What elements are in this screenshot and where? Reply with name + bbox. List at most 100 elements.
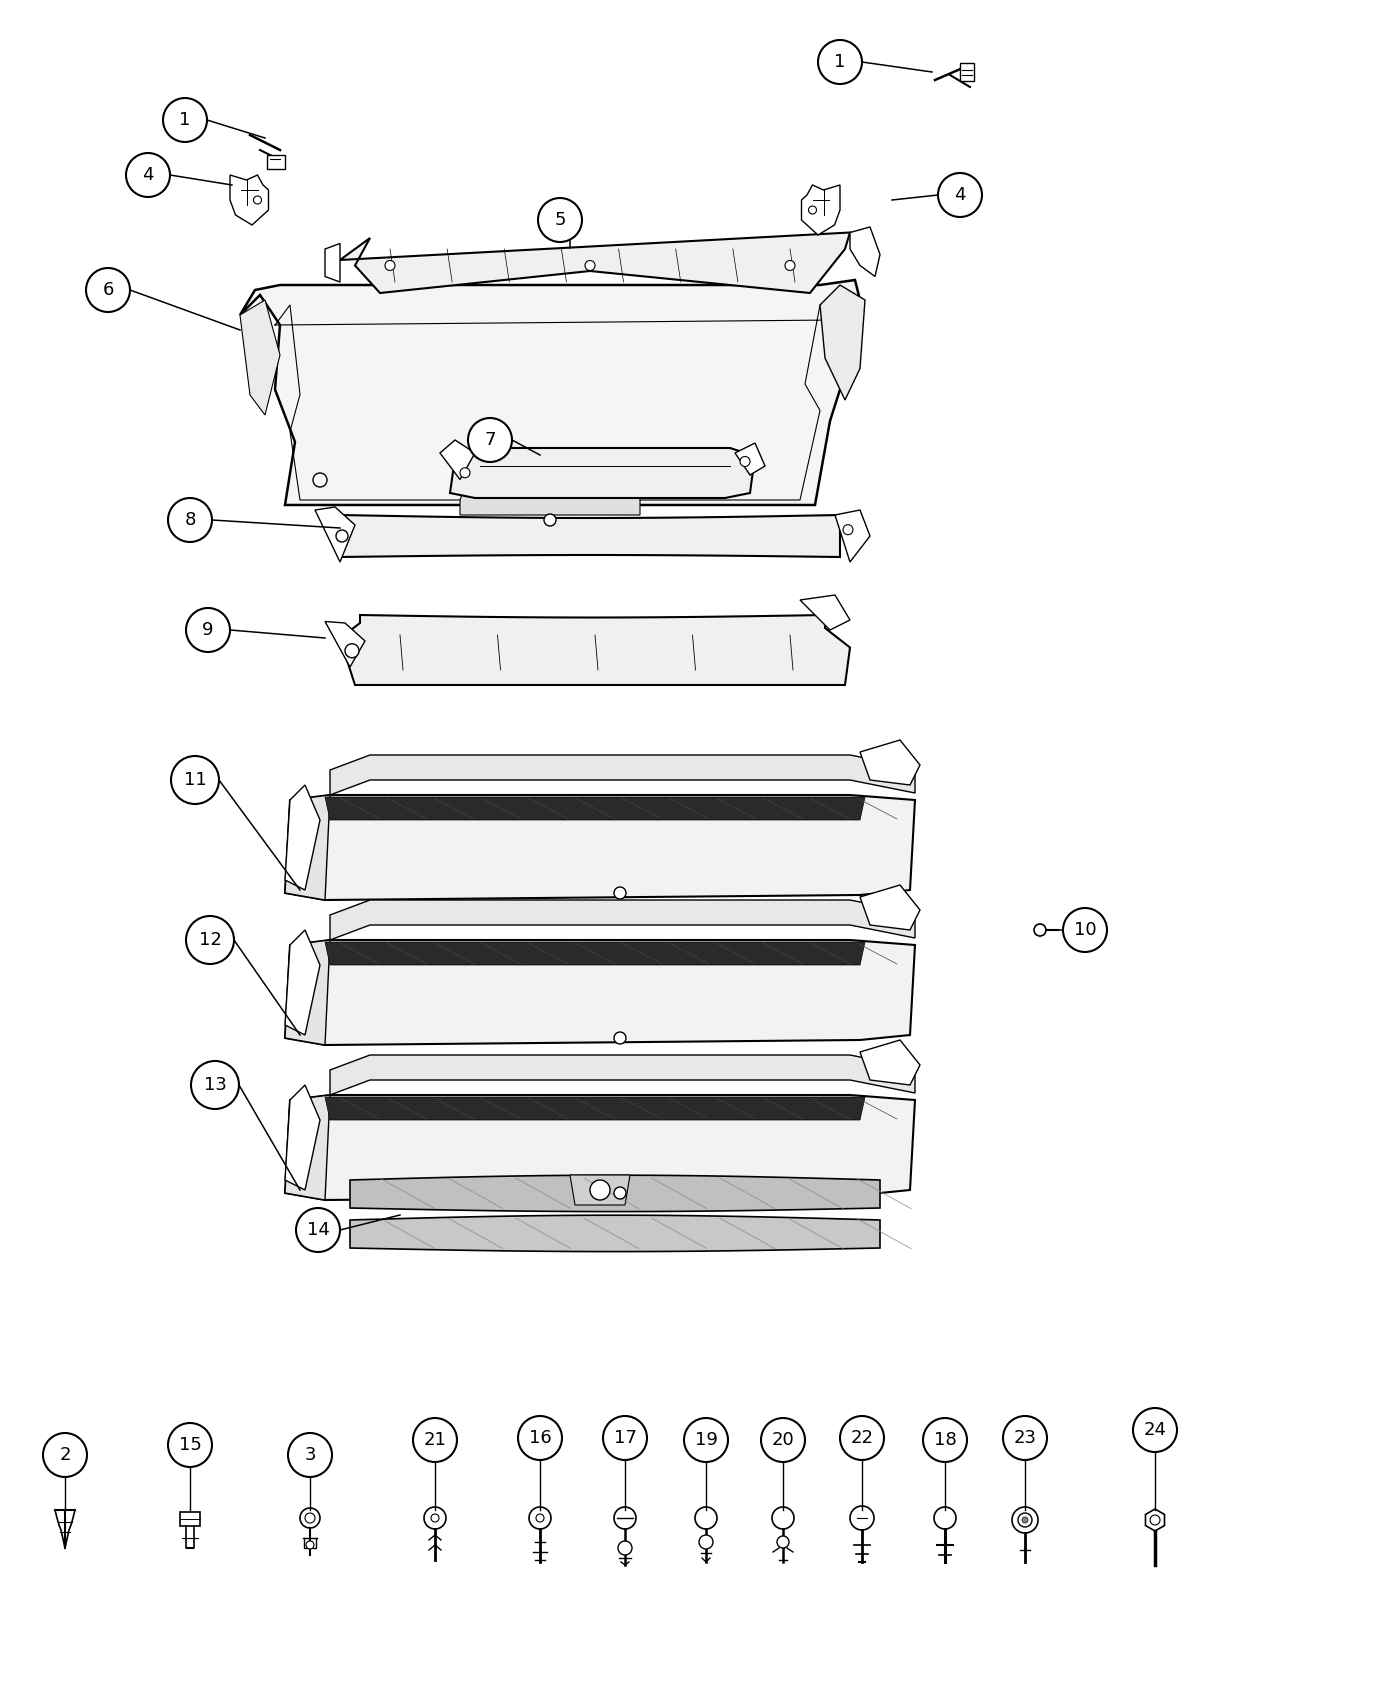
Polygon shape [330,1056,916,1095]
Polygon shape [286,796,916,899]
Polygon shape [286,1095,330,1200]
Polygon shape [325,243,340,282]
Text: 3: 3 [304,1447,316,1464]
Polygon shape [440,440,475,479]
Circle shape [617,1540,631,1556]
Text: 15: 15 [179,1436,202,1454]
Circle shape [771,1506,794,1528]
Polygon shape [286,1095,916,1200]
Text: 6: 6 [102,280,113,299]
Polygon shape [325,942,865,966]
Polygon shape [325,622,365,666]
Polygon shape [239,280,860,505]
Circle shape [694,1506,717,1528]
Text: 2: 2 [59,1447,71,1464]
Circle shape [1022,1516,1028,1523]
Circle shape [1149,1515,1161,1525]
Polygon shape [286,930,321,1035]
Polygon shape [340,233,850,292]
Circle shape [762,1418,805,1462]
Text: 1: 1 [834,53,846,71]
Circle shape [424,1506,447,1528]
Text: 14: 14 [307,1221,329,1239]
Text: 7: 7 [484,432,496,449]
Circle shape [615,1506,636,1528]
Circle shape [385,260,395,270]
Polygon shape [799,595,850,631]
Text: 13: 13 [203,1076,227,1095]
Circle shape [305,1513,315,1523]
Circle shape [336,530,349,542]
Circle shape [585,260,595,270]
Polygon shape [286,940,330,1046]
Polygon shape [230,175,269,224]
Circle shape [1063,908,1107,952]
Circle shape [168,498,211,542]
Circle shape [307,1540,314,1549]
Polygon shape [286,796,330,899]
Circle shape [288,1433,332,1477]
Circle shape [840,1416,883,1460]
Text: 10: 10 [1074,921,1096,938]
Circle shape [1035,925,1046,937]
Polygon shape [325,797,865,819]
Polygon shape [286,940,916,1046]
Circle shape [186,916,234,964]
Circle shape [431,1515,440,1522]
Circle shape [468,418,512,462]
Polygon shape [239,299,280,415]
Circle shape [295,1209,340,1251]
Text: 8: 8 [185,512,196,529]
Polygon shape [449,449,755,498]
Circle shape [168,1423,211,1467]
Text: 19: 19 [694,1431,717,1448]
Text: 18: 18 [934,1431,956,1448]
Polygon shape [330,899,916,940]
Polygon shape [330,755,916,796]
Circle shape [934,1506,956,1528]
Polygon shape [850,228,881,277]
Polygon shape [860,1040,920,1085]
Text: 21: 21 [424,1431,447,1448]
Text: 20: 20 [771,1431,794,1448]
Polygon shape [1145,1510,1165,1532]
Circle shape [314,473,328,486]
Polygon shape [860,886,920,930]
Circle shape [536,1515,545,1522]
Polygon shape [286,1085,321,1190]
Bar [267,155,286,168]
Polygon shape [325,1096,865,1120]
Circle shape [615,1187,626,1198]
Circle shape [85,269,130,313]
Circle shape [685,1418,728,1462]
Text: 4: 4 [955,185,966,204]
Circle shape [699,1535,713,1549]
Circle shape [413,1418,456,1462]
Polygon shape [315,507,356,563]
Polygon shape [860,740,920,785]
Polygon shape [344,615,850,685]
Circle shape [344,644,358,658]
Circle shape [938,173,981,218]
Polygon shape [735,444,764,474]
Circle shape [1012,1506,1037,1533]
Text: 12: 12 [199,932,221,949]
Circle shape [300,1508,321,1528]
Bar [960,63,974,82]
Circle shape [545,513,556,525]
Circle shape [190,1061,239,1108]
Text: 16: 16 [529,1430,552,1447]
Polygon shape [340,515,840,558]
Circle shape [818,41,862,83]
Text: 4: 4 [143,167,154,184]
Circle shape [538,197,582,241]
Text: 24: 24 [1144,1421,1166,1438]
Text: 17: 17 [613,1430,637,1447]
Circle shape [186,609,230,653]
Circle shape [126,153,169,197]
Circle shape [741,457,750,466]
Circle shape [777,1537,790,1549]
Circle shape [603,1416,647,1460]
Circle shape [529,1506,552,1528]
Circle shape [809,206,816,214]
